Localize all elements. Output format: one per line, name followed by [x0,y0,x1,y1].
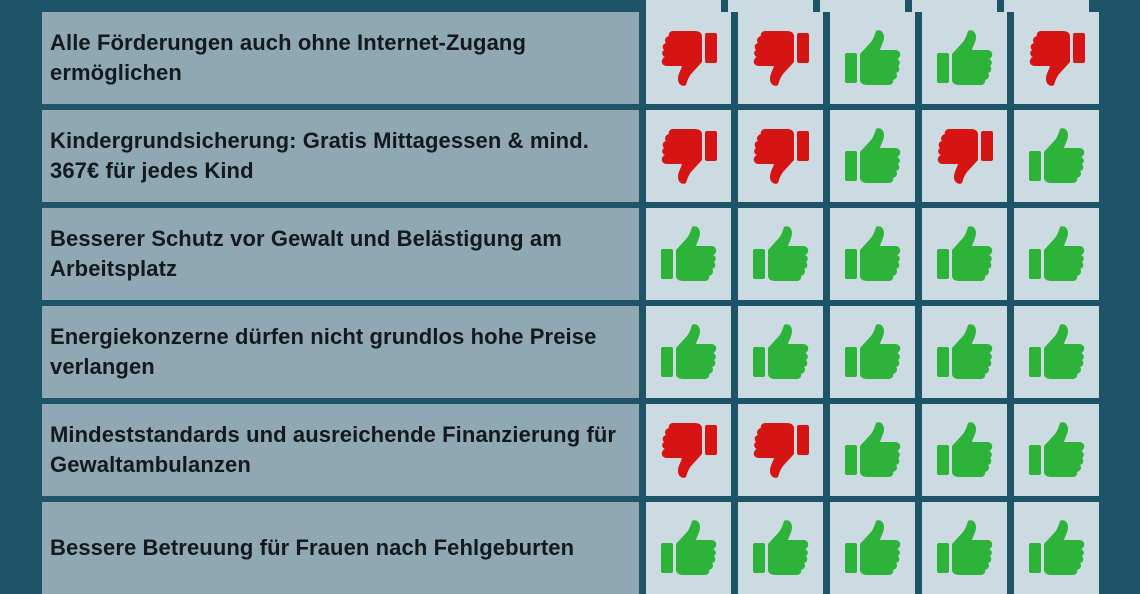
thumbs-up-icon [660,324,716,379]
vote-cell [646,12,731,104]
row-label: Besserer Schutz vor Gewalt und Belästigu… [50,226,562,281]
header-strip [912,0,997,12]
table-row: Kindergrundsicherung: Gratis Mittagessen… [42,110,1108,202]
vote-cell [738,12,823,104]
thumbs-up-icon [752,520,808,575]
vote-cell [1014,502,1099,594]
vote-cell [646,502,731,594]
vote-cell [922,404,1007,496]
vote-cell [922,12,1007,104]
vote-cell [922,502,1007,594]
vote-cell [830,208,915,300]
thumbs-up-icon [844,422,900,477]
thumbs-up-icon [936,226,992,281]
vote-cell [830,404,915,496]
thumbs-up-icon [844,128,900,183]
header-strip [820,0,905,12]
thumbs-up-icon [936,422,992,477]
table-row: Besserer Schutz vor Gewalt und Belästigu… [42,208,1108,300]
thumbs-up-icon [1028,324,1084,379]
thumbs-up-icon [936,520,992,575]
vote-cell [738,110,823,202]
row-label: Alle Förderungen auch ohne Internet-Zuga… [50,30,526,85]
vote-cell [922,110,1007,202]
vote-cell [830,12,915,104]
row-label-cell: Besserer Schutz vor Gewalt und Belästigu… [42,208,639,300]
thumbs-up-icon [660,520,716,575]
row-label: Mindeststandards und ausreichende Finanz… [50,422,617,477]
header-strip [646,0,721,12]
header-strip [1004,0,1089,12]
vote-cell [738,404,823,496]
vote-cell [830,110,915,202]
thumbs-down-icon [753,423,809,478]
thumbs-up-icon [844,226,900,281]
thumbs-down-icon [753,31,809,86]
row-label: Kindergrundsicherung: Gratis Mittagessen… [50,128,589,183]
vote-cell [1014,110,1099,202]
vote-cell [1014,208,1099,300]
vote-cell [738,208,823,300]
thumbs-up-icon [936,324,992,379]
thumbs-up-icon [844,30,900,85]
vote-cell [646,110,731,202]
table-row: Energiekonzerne dürfen nicht grundlos ho… [42,306,1108,398]
thumbs-up-icon [752,324,808,379]
row-label-cell: Alle Förderungen auch ohne Internet-Zuga… [42,12,639,104]
thumbs-up-icon [660,226,716,281]
table-row: Mindeststandards und ausreichende Finanz… [42,404,1108,496]
vote-cell [830,502,915,594]
thumbs-up-icon [1028,226,1084,281]
thumbs-down-icon [661,31,717,86]
thumbs-up-icon [1028,128,1084,183]
vote-cell [830,306,915,398]
row-label-cell: Kindergrundsicherung: Gratis Mittagessen… [42,110,639,202]
row-label-cell: Mindeststandards und ausreichende Finanz… [42,404,639,496]
thumbs-up-icon [1028,520,1084,575]
vote-cell [738,306,823,398]
row-label: Bessere Betreuung für Frauen nach Fehlge… [50,535,575,560]
thumbs-up-icon [936,30,992,85]
header-strip [728,0,813,12]
vote-cell [922,306,1007,398]
thumbs-down-icon [661,129,717,184]
table-row: Bessere Betreuung für Frauen nach Fehlge… [42,502,1108,594]
thumbs-up-icon [752,226,808,281]
vote-cell [646,306,731,398]
vote-cell [1014,12,1099,104]
thumbs-down-icon [937,129,993,184]
vote-cell [738,502,823,594]
thumbs-down-icon [661,423,717,478]
row-label-cell: Energiekonzerne dürfen nicht grundlos ho… [42,306,639,398]
vote-cell [646,404,731,496]
row-label: Energiekonzerne dürfen nicht grundlos ho… [50,324,597,379]
vote-cell [1014,404,1099,496]
vote-cell [922,208,1007,300]
thumbs-up-icon [844,520,900,575]
thumbs-down-icon [753,129,809,184]
table-row: Alle Förderungen auch ohne Internet-Zuga… [42,12,1108,104]
vote-cell [1014,306,1099,398]
vote-cell [646,208,731,300]
thumbs-up-icon [1028,422,1084,477]
thumbs-up-icon [844,324,900,379]
row-label-cell: Bessere Betreuung für Frauen nach Fehlge… [42,502,639,594]
thumbs-down-icon [1029,31,1085,86]
